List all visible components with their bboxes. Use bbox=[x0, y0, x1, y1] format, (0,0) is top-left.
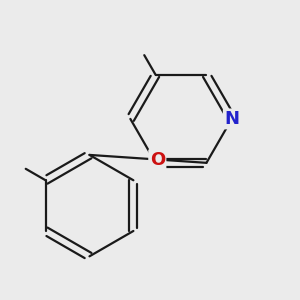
Text: N: N bbox=[224, 110, 239, 128]
Text: O: O bbox=[150, 151, 165, 169]
